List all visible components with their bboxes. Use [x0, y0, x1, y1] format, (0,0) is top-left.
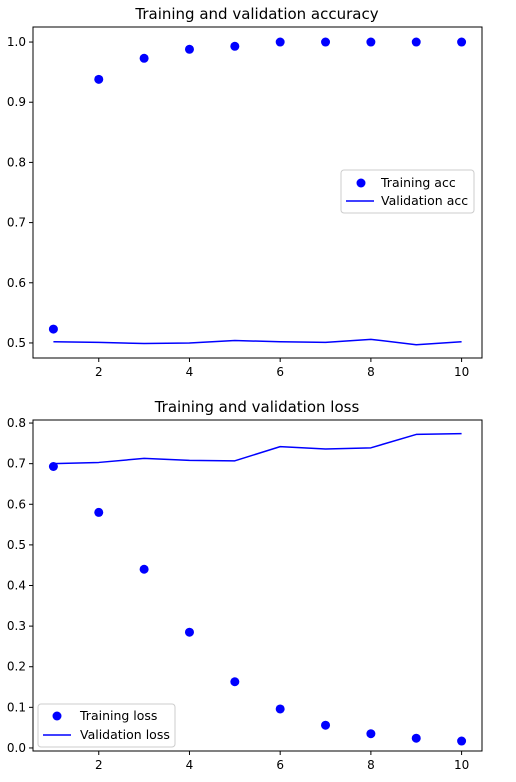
x-tick-label: 6: [276, 758, 284, 772]
y-tick-label: 0.5: [7, 538, 26, 552]
training-point: [184, 44, 194, 54]
x-tick-label: 4: [186, 758, 194, 772]
legend-label-training: Training loss: [79, 708, 157, 723]
x-tick-label: 2: [95, 758, 103, 772]
legend-label-training: Training acc: [380, 175, 456, 190]
x-tick-label: 8: [367, 758, 375, 772]
accuracy-chart: Training and validation accuracy 0.50.60…: [7, 5, 483, 379]
legend-marker-training: [356, 178, 366, 188]
chart-title: Training and validation accuracy: [134, 5, 378, 23]
x-tick-label: 8: [367, 365, 375, 379]
legend-box: [340, 169, 475, 214]
training-point: [139, 564, 149, 574]
training-points: [48, 37, 467, 334]
y-axis: 0.5 0.6 0.7 0.8 0.9 1.0: [7, 35, 33, 350]
training-point: [321, 37, 331, 47]
validation-series-line: [53, 432, 462, 465]
y-tick-label: 0.8: [7, 155, 26, 169]
y-tick-label: 0.0: [7, 741, 26, 755]
y-tick-label: 1.0: [7, 35, 26, 49]
training-point: [48, 462, 58, 472]
validation-line: [53, 432, 462, 465]
chart-title: Training and validation loss: [154, 398, 360, 416]
training-point: [457, 736, 467, 746]
training-point: [457, 37, 467, 47]
training-point: [230, 677, 240, 687]
training-point: [366, 37, 376, 47]
training-point: [411, 733, 421, 743]
y-tick-label: 0.2: [7, 660, 26, 674]
x-axis: 2 4 6 8 10: [95, 751, 469, 772]
y-tick-label: 0.6: [7, 276, 26, 290]
training-point: [184, 627, 194, 637]
training-point: [321, 720, 331, 730]
training-point: [48, 324, 58, 334]
y-tick-label: 0.5: [7, 336, 26, 350]
legend: Training loss Validation loss: [37, 703, 176, 748]
y-tick-label: 0.6: [7, 497, 26, 511]
legend-label-validation: Validation acc: [381, 193, 468, 208]
training-point: [230, 41, 240, 51]
x-tick-label: 4: [186, 365, 194, 379]
x-axis: 2 4 6 8 10: [95, 358, 469, 379]
y-axis: 0.0 0.1 0.2 0.3 0.4 0.5 0.6 0.7 0.8: [7, 416, 33, 755]
training-point: [411, 37, 421, 47]
y-tick-label: 0.1: [7, 700, 26, 714]
training-point: [139, 53, 149, 63]
legend: Training acc Validation acc: [340, 169, 475, 214]
legend-box: [37, 703, 176, 748]
y-tick-label: 0.9: [7, 95, 26, 109]
plot-area: [32, 419, 483, 752]
y-tick-label: 0.7: [7, 457, 26, 471]
training-point: [275, 704, 285, 714]
legend-label-validation: Validation loss: [80, 727, 170, 742]
training-point: [275, 37, 285, 47]
training-points: [48, 462, 467, 746]
y-tick-label: 0.7: [7, 216, 26, 230]
training-point: [366, 729, 376, 739]
y-tick-label: 0.4: [7, 579, 26, 593]
validation-line: [53, 338, 462, 346]
x-tick-label: 10: [454, 758, 469, 772]
x-tick-label: 6: [276, 365, 284, 379]
loss-chart: Training and validation loss 0.00.10.20.…: [7, 398, 483, 772]
validation-series-line: [53, 338, 462, 346]
y-tick-label: 0.8: [7, 416, 26, 430]
x-tick-label: 2: [95, 365, 103, 379]
training-point: [94, 74, 104, 84]
y-tick-label: 0.3: [7, 619, 26, 633]
x-tick-label: 10: [454, 365, 469, 379]
training-point: [94, 507, 104, 517]
legend-marker-training: [52, 711, 62, 721]
